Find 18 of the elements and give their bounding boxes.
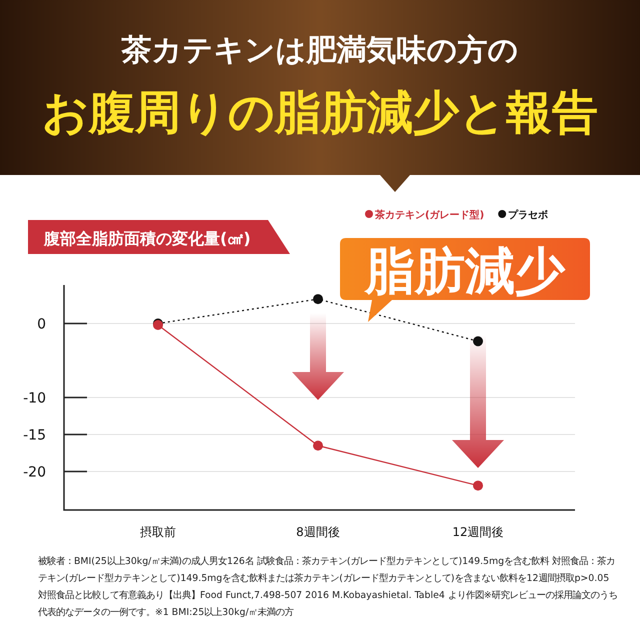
y-tick-label: -20 bbox=[23, 464, 46, 481]
point bbox=[313, 294, 323, 304]
x-tick-label: 12週間後 bbox=[452, 525, 504, 539]
chart-title: 茶カテキンは肥満気味の方の bbox=[120, 33, 518, 68]
legend-label: 茶カテキン(ガレード型) bbox=[374, 209, 484, 221]
y-tick-label: 0 bbox=[37, 316, 46, 332]
chart-subtitle: お腹周りの脂肪減少と報告 bbox=[42, 85, 598, 139]
x-tick-label: 8週間後 bbox=[296, 525, 340, 539]
annotation: 脂肪減少 bbox=[363, 242, 566, 300]
y-tick-label: -15 bbox=[23, 428, 46, 444]
text: 被験者：BMI(25以上30kg/㎡未満)の成人男女126名 試験食品：茶カテキン(ガレード型カテキンとして)149.5mgを含む飲料 対照食品：茶カテキン(ガレード型カテキンとして)149.5mgを含む飲料または茶カテキン(ガレード型カテキンとして)を含まない飲料を12週間摂取p>0.05対照食品と比較して有意義あり【出典】Food Funct,7.498-507 2016 M.Kobayashietal. Table4 より作図※研究レビューの採用論文のうち代表的なデータの一例です。※1 BMI:25以上30kg/㎡未満の方 bbox=[38, 555, 618, 620]
y-tick-label: -10 bbox=[23, 390, 46, 406]
legend-label: プラセボ bbox=[508, 209, 548, 221]
point bbox=[313, 440, 323, 451]
point bbox=[473, 336, 483, 346]
x-tick-label: 摂取前 bbox=[140, 525, 176, 539]
point bbox=[473, 480, 483, 491]
y-axis-title: 腹部全脂肪面積の変化量(㎠) bbox=[43, 229, 251, 248]
